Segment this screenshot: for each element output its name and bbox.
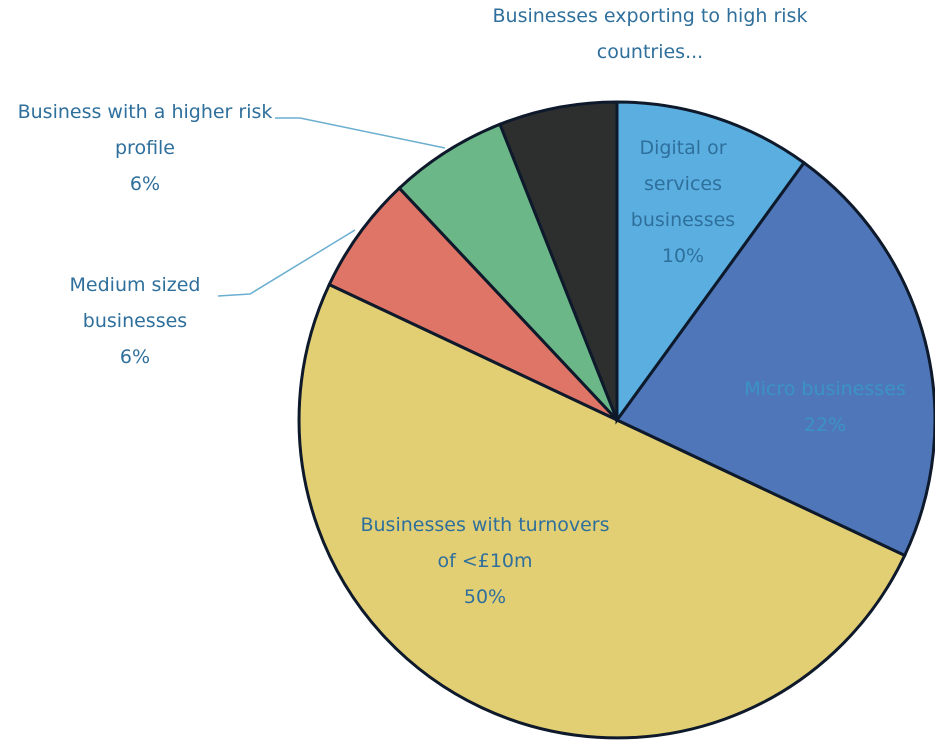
value-label: 6% — [129, 173, 161, 195]
category-label: Medium sized businesses — [69, 274, 201, 332]
leader-line — [275, 117, 446, 149]
value-label: 22% — [803, 414, 847, 436]
value-label: 50% — [463, 586, 507, 608]
category-label: Businesses exporting to high risk countr… — [492, 5, 808, 63]
slice-label: Businesses with turnovers of <£10m 50% — [355, 507, 615, 615]
pie-slice — [297, 282, 907, 740]
slice-label: Micro businesses 22% — [700, 371, 935, 443]
category-label: Micro businesses — [744, 378, 906, 400]
leader-line — [217, 229, 356, 297]
value-label: 10% — [661, 245, 705, 267]
slice-label: Business with a higher risk profile 6% — [0, 94, 290, 202]
pie-slice — [614, 160, 935, 558]
value-label: 6% — [119, 346, 151, 368]
category-label: Digital or services businesses — [630, 137, 736, 231]
slice-label: Businesses exporting to high risk countr… — [450, 0, 850, 70]
category-label: Businesses with turnovers of <£10m — [360, 514, 610, 572]
pie-slice — [615, 100, 807, 425]
pie-slice — [497, 100, 619, 421]
pie-slice — [327, 186, 619, 422]
category-label: Business with a higher risk profile — [17, 101, 273, 159]
pie-slice — [397, 122, 619, 422]
slice-label: Medium sized businesses 6% — [20, 267, 250, 375]
slice-label: Digital or services businesses 10% — [608, 130, 758, 274]
